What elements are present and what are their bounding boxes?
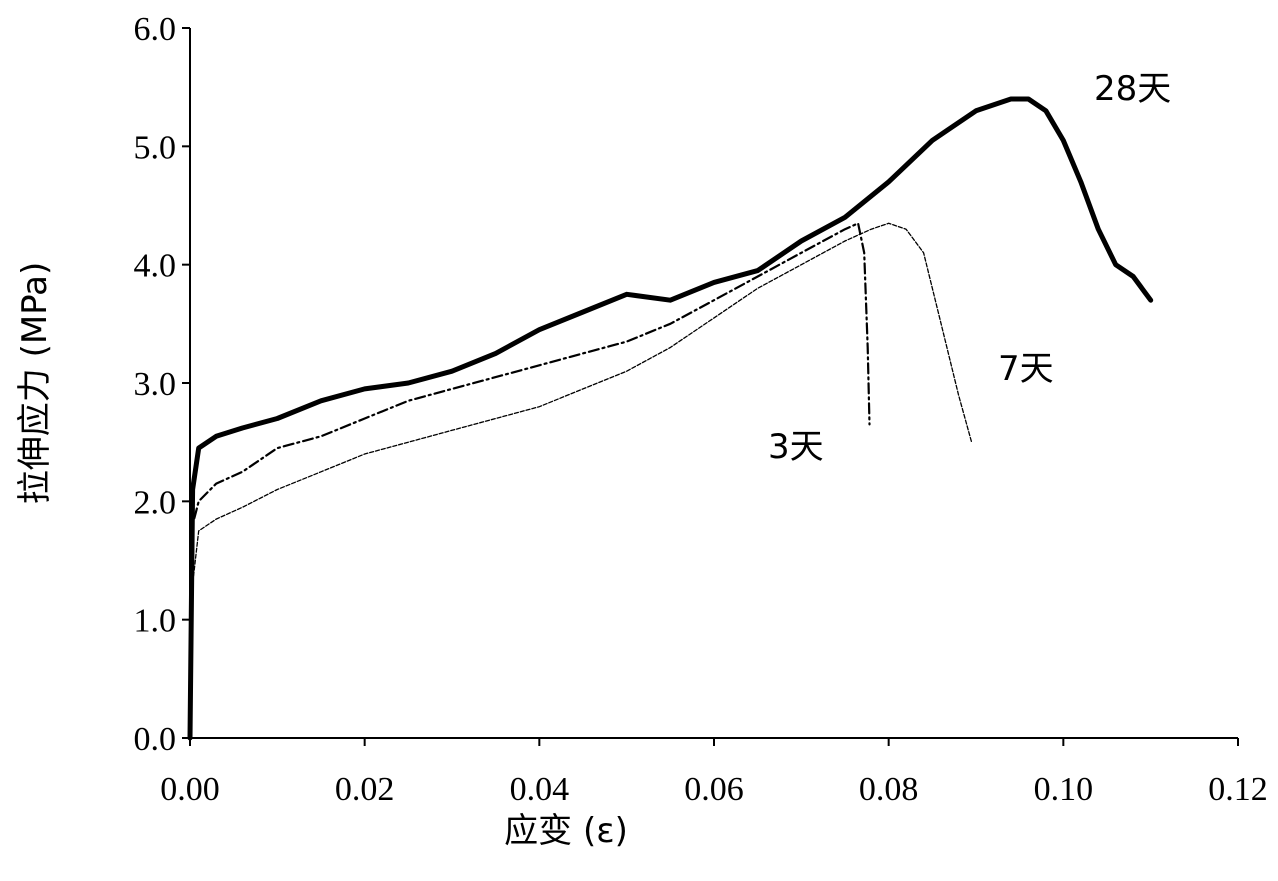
- x-tick-label: 0.12: [1208, 771, 1268, 808]
- series-label-3d: 3天: [768, 427, 824, 467]
- y-tick-label: 4.0: [134, 248, 177, 285]
- x-axis-title: 应变 (ε): [504, 811, 628, 851]
- x-ticks: 0.00 0.02 0.04 0.06 0.08 0.10 0.12: [160, 738, 1268, 808]
- x-tick-label: 0.06: [684, 771, 744, 808]
- y-tick-label: 5.0: [134, 129, 177, 166]
- y-tick-label: 1.0: [134, 603, 177, 640]
- series-line-0: [188, 222, 871, 740]
- y-tick-label: 3.0: [134, 366, 177, 403]
- series-line-2: [187, 96, 1154, 741]
- series-line-1: [189, 222, 973, 739]
- axes: [189, 28, 1238, 739]
- series-layer: [187, 96, 1154, 741]
- series-label-7d: 7天: [998, 349, 1054, 389]
- y-tick-label: 0.0: [134, 721, 177, 758]
- y-tick-label: 2.0: [134, 484, 177, 521]
- x-tick-label: 0.04: [510, 771, 570, 808]
- x-tick-label: 0.08: [859, 771, 919, 808]
- x-tick-label: 0.02: [335, 771, 395, 808]
- y-tick-label: 6.0: [134, 11, 177, 48]
- x-tick-label: 0.00: [160, 771, 220, 808]
- y-ticks: 0.0 1.0 2.0 3.0 4.0 5.0 6.0: [134, 11, 190, 758]
- x-tick-label: 0.10: [1034, 771, 1094, 808]
- series-label-28d: 28天: [1094, 69, 1171, 109]
- y-axis-title: 拉伸应力 (MPa): [15, 262, 55, 504]
